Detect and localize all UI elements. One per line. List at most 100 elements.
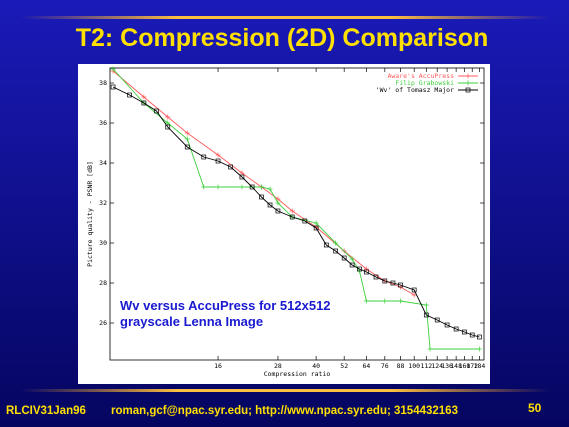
point: [110, 66, 116, 72]
point: [201, 154, 207, 160]
legend-label: Filip Grabowski: [395, 79, 454, 87]
point: [110, 84, 116, 90]
series-line: [112, 86, 480, 338]
point: [477, 334, 482, 340]
point: [141, 94, 147, 100]
x-tick-label: 100: [408, 362, 420, 370]
point: [127, 92, 132, 98]
footer-id: RLCIV31Jan96: [6, 405, 86, 417]
x-tick-label: 88: [397, 362, 405, 370]
x-tick-label: 124: [431, 362, 443, 370]
annotation: Wv versus AccuPress for 512x512: [120, 298, 331, 313]
point: [453, 326, 459, 332]
top-rule: [20, 16, 550, 19]
legend-label: 'Wv' of Tomasz Major: [376, 86, 454, 94]
point: [434, 317, 440, 323]
x-tick-label: 76: [381, 362, 389, 370]
point: [275, 200, 281, 206]
point: [427, 346, 433, 352]
point: [165, 114, 171, 120]
point: [341, 255, 347, 261]
point: [349, 256, 355, 262]
point: [398, 282, 403, 288]
point: [239, 174, 245, 180]
x-tick-label: 112: [420, 362, 432, 370]
x-tick-label: 16: [214, 362, 222, 370]
point: [228, 164, 234, 170]
point: [357, 266, 362, 272]
point: [267, 202, 273, 208]
point: [313, 225, 319, 231]
point: [390, 280, 396, 286]
point: [476, 346, 482, 352]
point: [349, 262, 355, 268]
x-tick-label: 64: [363, 362, 371, 370]
point: [333, 240, 339, 246]
y-axis-label: Picture quality - PSNR [dB]: [86, 161, 94, 267]
legend-marker: [465, 80, 471, 86]
point: [258, 184, 264, 190]
x-tick-label: 28: [274, 362, 282, 370]
point: [289, 208, 295, 214]
point: [141, 100, 147, 106]
point: [184, 144, 190, 150]
annotation: grayscale Lenna Image: [120, 314, 263, 329]
x-axis-label: Compression ratio: [264, 370, 331, 378]
y-tick-label: 28: [99, 279, 107, 287]
point: [423, 302, 429, 308]
point: [165, 124, 171, 130]
point: [363, 298, 369, 304]
point: [267, 186, 273, 192]
footer-contact: roman,gcf@npac.syr.edu; http://www.npac.…: [111, 405, 458, 417]
point: [275, 208, 281, 214]
point: [302, 218, 308, 224]
x-tick-label: 148: [450, 362, 462, 370]
chart: 38 36 34 32 30 28 26 16 28 40 52 64 76 88 100 112 124136…: [86, 66, 486, 378]
point: [215, 152, 221, 158]
point: [363, 266, 369, 272]
point: [333, 248, 338, 254]
y-tick-label: 36: [99, 119, 107, 127]
point: [259, 194, 264, 200]
plot-frame: [109, 67, 485, 361]
y-tick-label: 34: [99, 159, 107, 167]
point: [215, 158, 221, 164]
point: [249, 184, 255, 190]
x-tick-label: 160: [459, 362, 471, 370]
x-tick-label: 40: [312, 362, 320, 370]
x-tick-label: 184: [474, 362, 486, 370]
point: [469, 332, 475, 338]
point: [364, 269, 369, 275]
point: [423, 312, 429, 318]
point: [184, 136, 190, 142]
y-tick-label: 38: [99, 79, 107, 87]
bottom-rule: [20, 389, 550, 392]
page-number: 50: [528, 401, 542, 415]
point: [289, 214, 295, 220]
x-tick-label: 136: [441, 362, 453, 370]
y-tick-label: 26: [99, 319, 107, 327]
point: [239, 184, 245, 190]
point: [313, 220, 319, 226]
legend-marker: [465, 87, 471, 93]
legend-label: Aware's AccuPress: [387, 72, 454, 80]
point: [382, 298, 388, 304]
point: [184, 130, 190, 136]
point: [215, 184, 221, 190]
point: [398, 298, 404, 304]
x-tick-label: 172: [466, 362, 478, 370]
chart-panel: [78, 64, 490, 384]
legend-marker: [465, 73, 471, 79]
point: [411, 287, 417, 293]
point: [373, 274, 379, 280]
y-tick-label: 30: [99, 239, 107, 247]
slide-title: T2: Compression (2D) Comparison: [76, 24, 489, 52]
x-tick-label: 52: [340, 362, 348, 370]
point: [462, 329, 467, 335]
point: [444, 322, 450, 328]
point: [154, 108, 159, 114]
point: [201, 184, 207, 190]
point: [323, 242, 329, 248]
point: [411, 292, 417, 298]
